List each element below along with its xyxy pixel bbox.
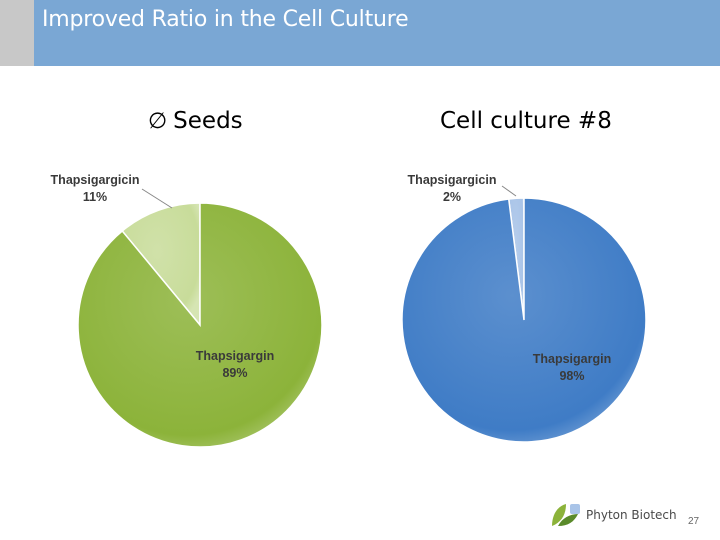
leader-line	[501, 185, 517, 197]
pie-chart-seeds: Thapsigargicin 11% Thapsigargin 89%	[51, 173, 323, 448]
page-number: 27	[688, 516, 700, 527]
pie-slice-thapsigargin	[401, 197, 647, 443]
pie-chart-cell-culture: Thapsigargicin 2% Thapsigargin 98%	[401, 173, 647, 443]
pie-slice-thapsigargicin	[121, 202, 201, 328]
slice-label: Thapsigargicin	[408, 173, 497, 187]
logo-text: Phyton Biotech	[586, 508, 677, 522]
leaf-icon	[552, 504, 580, 526]
slice-label: Thapsigargin	[196, 349, 274, 363]
pie-slice-thapsigargin	[77, 202, 323, 448]
slice-percent-label: 2%	[443, 190, 461, 204]
chart-heading-cell-culture: Cell culture #8	[440, 108, 612, 134]
slice-label: Thapsigargicin	[51, 173, 140, 187]
chart-title-cell-culture: Cell culture #8	[440, 108, 612, 134]
chart-title-seeds: Seeds	[173, 108, 243, 134]
slice-percent-label: 89%	[222, 366, 247, 380]
chart-heading-seeds: ∅ Seeds	[148, 108, 243, 134]
leader-line	[141, 188, 173, 209]
title-bar	[0, 0, 720, 66]
slice-percent-label: 98%	[559, 369, 584, 383]
slice-percent-label: 11%	[83, 190, 107, 204]
empty-set-symbol: ∅	[148, 109, 168, 134]
title-accent	[0, 0, 34, 66]
slice-label: Thapsigargin	[533, 352, 611, 366]
slide-title: Improved Ratio in the Cell Culture	[42, 7, 409, 32]
phyton-biotech-logo: Phyton Biotech	[548, 500, 688, 530]
